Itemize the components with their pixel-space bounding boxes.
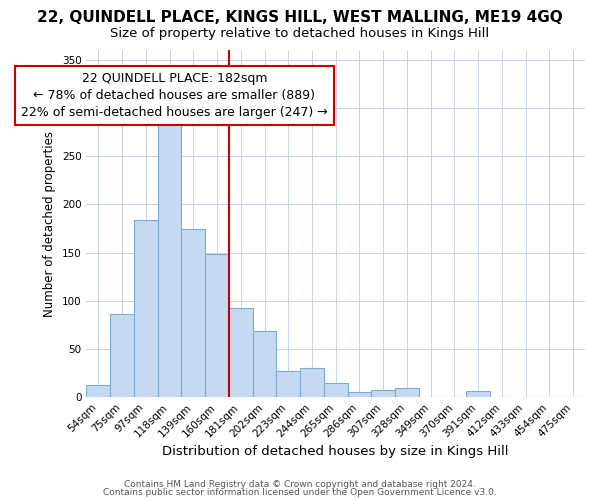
Text: 22, QUINDELL PLACE, KINGS HILL, WEST MALLING, ME19 4GQ: 22, QUINDELL PLACE, KINGS HILL, WEST MAL… [37,10,563,25]
Bar [253,330,277,397]
Bar [229,308,253,397]
Bar [324,383,347,397]
Bar [371,390,395,397]
Y-axis label: Number of detached properties: Number of detached properties [43,130,56,316]
Bar [347,392,371,397]
Bar [134,220,158,397]
Text: Contains HM Land Registry data © Crown copyright and database right 2024.: Contains HM Land Registry data © Crown c… [124,480,476,489]
Bar [205,254,229,397]
Bar [158,118,181,397]
Bar [86,384,110,397]
Bar [300,368,324,397]
Bar [181,230,205,397]
Bar [395,388,419,397]
Text: 22 QUINDELL PLACE: 182sqm
← 78% of detached houses are smaller (889)
22% of semi: 22 QUINDELL PLACE: 182sqm ← 78% of detac… [21,72,328,119]
Bar [110,314,134,397]
Bar [466,392,490,397]
X-axis label: Distribution of detached houses by size in Kings Hill: Distribution of detached houses by size … [163,444,509,458]
Bar [277,371,300,397]
Text: Size of property relative to detached houses in Kings Hill: Size of property relative to detached ho… [110,28,490,40]
Text: Contains public sector information licensed under the Open Government Licence v3: Contains public sector information licen… [103,488,497,497]
